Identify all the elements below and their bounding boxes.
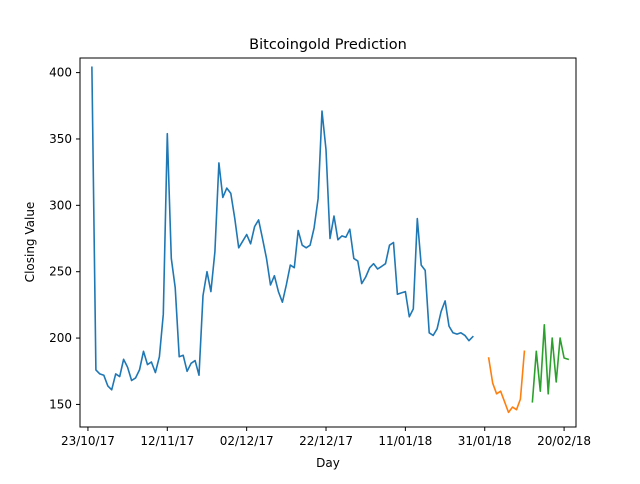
x-tick-label: 12/11/17 xyxy=(140,434,194,448)
chart-title: Bitcoingold Prediction xyxy=(249,37,407,53)
series-2-line xyxy=(487,350,526,414)
y-tick-label: 250 xyxy=(49,265,72,279)
y-tick-label: 300 xyxy=(49,198,72,212)
x-tick-label: 02/12/17 xyxy=(220,434,274,448)
x-axis-label: Day xyxy=(316,456,340,470)
x-tick-label: 11/01/18 xyxy=(378,434,432,448)
y-axis-label: Closing Value xyxy=(23,202,37,283)
x-tick-label: 31/01/18 xyxy=(458,434,512,448)
plot-frame xyxy=(79,57,577,428)
x-tick-label: 20/02/18 xyxy=(537,434,591,448)
y-tick-label: 400 xyxy=(49,66,72,80)
y-tick-label: 150 xyxy=(49,397,72,411)
x-tick-label: 22/12/17 xyxy=(299,434,353,448)
series-1-line xyxy=(91,66,474,391)
plot-lines xyxy=(91,66,570,414)
y-tick-label: 200 xyxy=(49,331,72,345)
series-3-line xyxy=(531,323,570,403)
x-tick-label: 23/10/17 xyxy=(61,434,115,448)
x-axis: 23/10/17 12/11/17 02/12/17 22/12/17 11/01/18… xyxy=(61,427,591,448)
y-axis: 150 200 250 300 350 400 xyxy=(49,66,80,411)
y-tick-label: 350 xyxy=(49,132,72,146)
